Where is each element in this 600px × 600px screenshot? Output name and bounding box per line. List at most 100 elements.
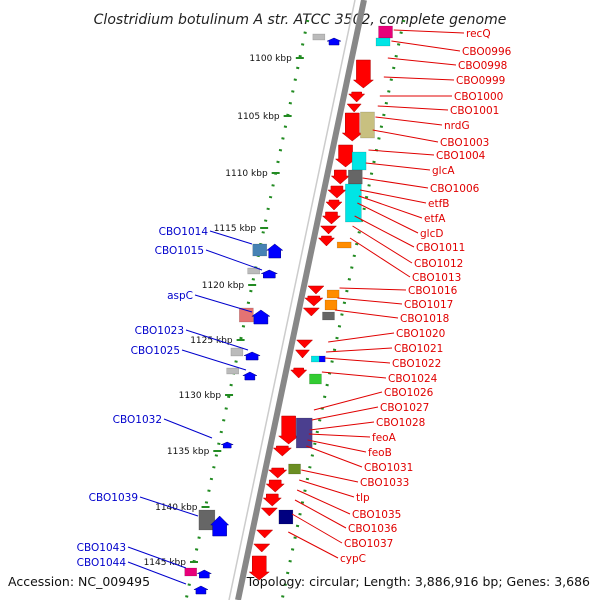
forward-gene-arrow [256, 529, 274, 539]
tick-label: 1120 kbp [202, 281, 245, 291]
gene-label-cbo1016: CBO1016 [408, 285, 458, 297]
label-leader-line [326, 347, 393, 353]
label-leader-line [321, 371, 387, 379]
gene-label-cbo1039: CBO1039 [89, 492, 138, 504]
gene-box [322, 311, 335, 321]
gene-label-aspc: aspC [167, 290, 193, 302]
forward-gene-arrow [294, 349, 311, 359]
tick-label: 1100 kbp [249, 54, 292, 64]
gene-box [312, 33, 326, 41]
label-leader-line [383, 76, 455, 81]
gene-box [348, 169, 363, 185]
label-leader-line [328, 332, 395, 343]
forward-gene-arrow [265, 479, 285, 493]
label-leader-line [362, 177, 429, 189]
label-leader-line [127, 561, 187, 585]
label-leader-line [313, 391, 383, 411]
reverse-gene-arrow [251, 309, 271, 325]
label-leader-line [368, 149, 435, 156]
gene-label-cbo1031: CBO1031 [364, 462, 413, 474]
label-leader-line [294, 499, 347, 529]
forward-gene-arrow [341, 112, 363, 142]
forward-gene-arrow [352, 59, 375, 89]
label-leader-line [387, 57, 457, 66]
forward-gene-arrow [304, 295, 324, 307]
forward-gene-arrow [325, 199, 343, 211]
gene-label-tlp: tlp [356, 492, 370, 504]
gene-label-nrdg: nrdG [444, 120, 470, 132]
gene-box [247, 267, 260, 275]
forward-gene-arrow [330, 169, 350, 185]
dotted-track-inner-right [280, 19, 406, 600]
gene-label-cbo1027: CBO1027 [380, 402, 429, 414]
tick-label: 1145 kbp [144, 558, 187, 568]
label-leader-line [354, 215, 415, 248]
forward-gene-arrow [262, 493, 282, 507]
label-leader-line [349, 237, 411, 278]
label-leader-line [181, 349, 247, 371]
gene-label-cbo1032: CBO1032 [113, 414, 162, 426]
forward-gene-arrow [319, 225, 338, 235]
gene-label-cbo1001: CBO1001 [450, 105, 499, 117]
gene-label-cbo0998: CBO0998 [458, 60, 507, 72]
gene-label-cbo1017: CBO1017 [404, 299, 453, 311]
gene-label-feoa: feoA [372, 432, 397, 444]
forward-gene-arrow [327, 185, 347, 199]
gene-box [360, 111, 375, 139]
label-leader-line [194, 294, 253, 313]
gene-label-cbo1015: CBO1015 [155, 245, 204, 257]
gene-box [378, 25, 393, 39]
forward-gene-arrow [290, 367, 308, 379]
reverse-gene-arrow [193, 585, 209, 595]
gene-label-glcd: glcD [420, 228, 443, 240]
gene-features [184, 25, 393, 595]
label-leader-line [365, 162, 431, 171]
gene-label-feob: feoB [368, 447, 392, 459]
gene-label-cbo1013: CBO1013 [412, 272, 461, 284]
dotted-track-outer-left [184, 19, 310, 600]
gene-box [345, 183, 362, 223]
gene-label-cbo1018: CBO1018 [400, 313, 449, 325]
forward-gene-arrow [295, 339, 314, 349]
forward-gene-arrow [334, 144, 357, 168]
label-leader-line [357, 202, 419, 234]
gene-label-cbo1003: CBO1003 [440, 137, 489, 149]
gene-label-cbo1037: CBO1037 [344, 538, 393, 550]
gene-label-cbo1026: CBO1026 [384, 387, 434, 399]
label-leader-line [352, 225, 413, 264]
gene-box [295, 417, 313, 449]
forward-gene-arrow [253, 543, 271, 553]
gene-box [375, 37, 391, 47]
forward-gene-arrow [268, 467, 288, 479]
forward-gene-arrow [272, 445, 292, 457]
gene-box [252, 243, 268, 257]
gene-label-cbo0999: CBO0999 [456, 75, 505, 87]
gene-label-cbo1035: CBO1035 [352, 509, 401, 521]
gene-label-cbo1033: CBO1033 [360, 477, 409, 489]
label-leader-line [372, 129, 439, 143]
label-leader-line [339, 287, 407, 291]
reverse-gene-arrow [210, 515, 230, 537]
gene-label-cbo1020: CBO1020 [396, 328, 445, 340]
gene-label-cbo1023: CBO1023 [135, 325, 184, 337]
reverse-gene-arrow [326, 37, 342, 46]
map-title: Clostridium botulinum A str. ATCC 3502, … [94, 12, 507, 28]
gene-label-cbo1011: CBO1011 [416, 242, 465, 254]
forward-gene-arrow [321, 211, 342, 225]
gene-label-etfa: etfA [424, 213, 446, 225]
gene-box [336, 241, 352, 249]
gene-box [230, 347, 244, 357]
gene-label-cypc: cypC [340, 553, 366, 565]
label-leader-line [205, 249, 263, 271]
tick-label: 1110 kbp [225, 169, 268, 179]
label-leader-line [377, 105, 449, 111]
forward-gene-arrow [260, 507, 278, 517]
label-leader-line [299, 479, 355, 498]
forward-gene-arrow [248, 555, 270, 581]
topology-text: Topology: circular; Length: 3,886,916 bp… [246, 574, 590, 589]
gene-label-cbo1025: CBO1025 [131, 345, 180, 357]
label-leader-line [288, 531, 339, 559]
tick-label: 1115 kbp [214, 224, 257, 234]
gene-label-cbo1036: CBO1036 [348, 523, 398, 535]
label-leader-line [163, 418, 213, 439]
